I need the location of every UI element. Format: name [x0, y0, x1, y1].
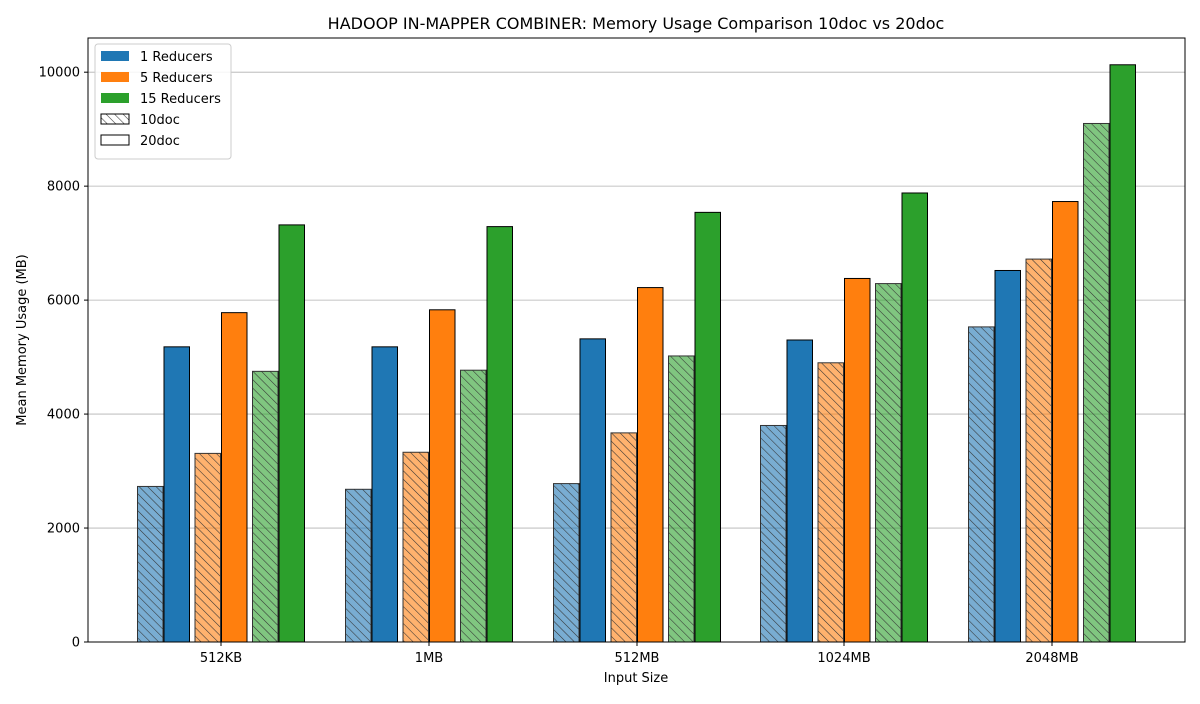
bar-hatched — [194, 452, 221, 643]
x-tick-label: 2048MB — [1025, 651, 1078, 666]
bar-hatched — [553, 483, 580, 643]
bar-solid — [221, 312, 248, 643]
bar-solid — [371, 346, 398, 643]
bar-hatched — [345, 488, 372, 643]
bar-hatched — [760, 424, 787, 643]
bar-solid — [163, 346, 190, 643]
bar-solid — [486, 226, 513, 643]
bars — [137, 64, 1136, 643]
y-tick-label: 2000 — [47, 522, 80, 537]
y-tick-label: 10000 — [39, 66, 80, 81]
bar-solid — [1052, 201, 1079, 643]
x-tick-label: 1024MB — [817, 651, 870, 666]
bar-hatched — [875, 283, 902, 643]
bar-hatched — [402, 451, 429, 643]
bar-hatched — [252, 370, 279, 643]
legend-swatch — [101, 93, 129, 103]
legend-label: 10doc — [140, 113, 180, 128]
bar-solid — [278, 224, 305, 643]
y-tick-label: 8000 — [47, 180, 80, 195]
x-tick-label: 512MB — [615, 651, 660, 666]
legend-label: 1 Reducers — [140, 50, 213, 65]
y-tick-label: 4000 — [47, 408, 80, 423]
x-axis: 512KB 1MB 512MB 1024MB 2048MB — [200, 642, 1079, 666]
x-tick-label: 512KB — [200, 651, 242, 666]
legend-label: 20doc — [140, 134, 180, 149]
chart-title: HADOOP IN-MAPPER COMBINER: Memory Usage … — [328, 14, 945, 33]
legend: 1 Reducers 5 Reducers 15 Reducers 10doc 20do… — [94, 43, 232, 160]
bar-hatched — [610, 432, 637, 643]
legend-swatch — [101, 72, 129, 82]
bar-hatched — [460, 369, 487, 643]
bar-solid — [637, 287, 664, 643]
y-tick-label: 0 — [72, 636, 80, 651]
legend-label: 5 Reducers — [140, 71, 213, 86]
bar-solid — [901, 192, 928, 643]
y-axis: 0 2000 4000 6000 8000 10000 — [39, 66, 88, 651]
legend-swatch — [100, 113, 130, 125]
bar-hatched — [968, 326, 995, 643]
bar-solid — [844, 277, 871, 643]
bar-solid — [786, 339, 813, 643]
x-axis-label: Input Size — [604, 671, 668, 686]
bar-solid — [1109, 64, 1136, 643]
x-tick-label: 1MB — [415, 651, 443, 666]
legend-swatch — [100, 134, 130, 146]
bar-hatched — [1083, 122, 1110, 643]
legend-swatch — [101, 51, 129, 61]
bar-solid — [994, 269, 1021, 643]
bar-solid — [694, 211, 721, 643]
y-tick-label: 6000 — [47, 294, 80, 309]
bar-hatched — [1025, 258, 1052, 643]
bar-hatched — [668, 355, 695, 643]
bar-solid — [579, 338, 606, 643]
legend-label: 15 Reducers — [140, 92, 221, 107]
bar-hatched — [137, 485, 164, 643]
bar-solid — [429, 309, 456, 643]
y-axis-label: Mean Memory Usage (MB) — [15, 254, 30, 425]
bar-hatched — [817, 362, 844, 643]
